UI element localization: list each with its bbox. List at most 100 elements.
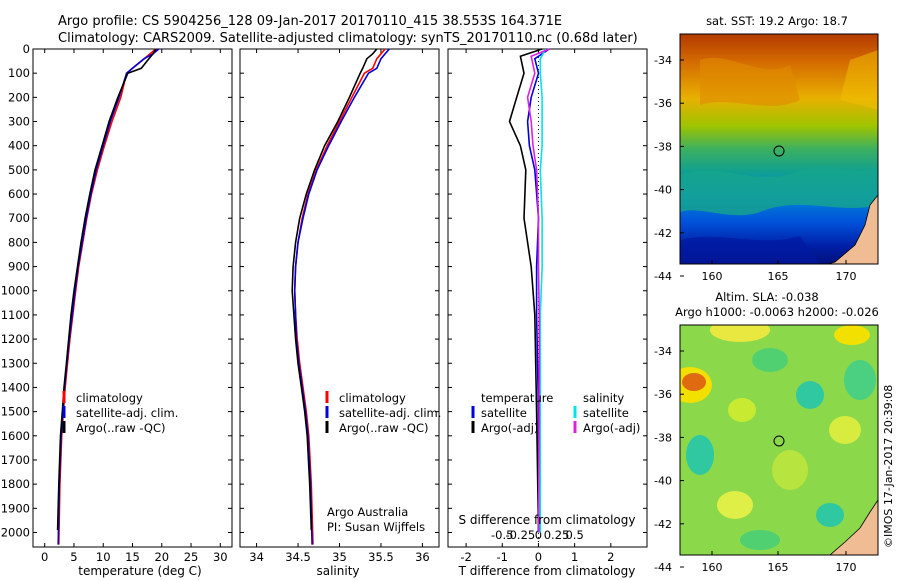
difference-panel: -2 -1 0 1 2 -0.5-0.25 0 0.250.5 [460,48,614,564]
depth-tick-label: 900 [8,260,30,274]
legend-label-t-satellite: satellite [481,406,527,420]
depth-tick-label: 1300 [1,356,30,370]
depth-tick-label: 500 [8,163,30,177]
map-y-tick-label: -44 [654,561,672,574]
map-y-tick-label: -34 [654,54,672,67]
x-tick-label: 35 [332,550,347,564]
argo-float-marker-sst [773,145,785,157]
legend-label-argo: Argo(..raw -QC) [339,421,429,435]
temperature-panel: 0 5 10 15 20 25 30 [41,48,228,564]
s-difference-axis-label: S difference from climatology [459,513,636,527]
x-tick-label: 15 [125,550,140,564]
depth-tick-label: 1600 [1,429,30,443]
legend-label-satellite: satellite-adj. clim. [76,406,178,420]
map-y-tick-label: -36 [654,388,672,401]
series-line-argo-raw-qc- [56,48,157,531]
x-tick-label: 1 [571,550,578,564]
legend-label-climatology: climatology [76,391,143,405]
legend-label-s-argo: Argo(-adj) [583,421,640,435]
map-y-tick-label: -40 [654,184,672,197]
sst-map-frame [679,33,879,265]
map-y-tick-label: -42 [654,518,672,531]
map-y-tick-label: -44 [654,270,672,283]
depth-axis: 0 100 200 300 400 500 600 700 800 900 1000 1100 1200… [1,42,647,539]
depth-tick-label: 1000 [1,284,30,298]
x2-tick-label: 0.25 [544,528,570,542]
depth-tick-label: 400 [8,139,30,153]
salinity-axis-label: salinity [316,564,359,578]
difference-panel-frame [447,48,648,548]
series-line-argo-raw-qc- [291,48,378,531]
temperature-axis-label: temperature (deg C) [78,564,201,578]
x-tick-label: 0 [41,550,48,564]
depth-tick-label: 1200 [1,332,30,346]
legend-header-temperature: temperature [481,391,553,405]
map-x-tick-label: 160 [702,561,723,574]
figure-title-line2: Climatology: CARS2009. Satellite-adjuste… [58,31,638,46]
x-tick-label: 5 [70,550,77,564]
x-tick-label: 35.5 [368,550,394,564]
depth-tick-label: 200 [8,90,30,104]
sla-map-title1: Altim. SLA: -0.038 [715,290,819,304]
x-tick-label: 25 [184,550,199,564]
map-x-tick-label: 170 [836,270,857,283]
x-tick-label: -1 [497,550,508,564]
x-tick-label: -2 [460,550,471,564]
t-difference-axis-label: T difference from climatology [458,564,636,578]
map-y-tick-label: -38 [654,140,672,153]
temperature-panel-frame [32,48,233,548]
sst-map-axes: 160 165 170 -34 -36 -38 -40 -42 -44 [654,54,856,283]
x-tick-label: 2 [607,550,614,564]
depth-tick-label: 1700 [1,453,30,467]
map-x-tick-label: 160 [702,270,723,283]
x-tick-label: 30 [213,550,228,564]
legend-label-s-satellite: satellite [583,406,629,420]
depth-tick-label: 0 [23,42,30,56]
x-tick-label: 34 [249,550,264,564]
sst-map-image [680,34,878,264]
map-y-tick-label: -40 [654,475,672,488]
series-line-satellite [526,48,550,533]
difference-legend: temperature salinity satellite Argo(-adj… [471,391,640,435]
series-line-argo-adj- [508,48,543,533]
x2-tick-label: -0.5 [491,528,513,542]
depth-tick-label: 1400 [1,380,30,394]
legend-label-t-argo: Argo(-adj) [481,421,538,435]
x2-tick-label: 0 [535,528,542,542]
x-tick-label: 0 [535,550,542,564]
temperature-legend: climatology satellite-adj. clim. Argo(..… [62,391,178,435]
map-y-tick-label: -38 [654,431,672,444]
legend-label-argo: Argo(..raw -QC) [76,421,166,435]
imos-timestamp: ©IMOS 17-Jan-2017 20:39:08 [882,385,895,548]
map-x-tick-label: 165 [768,561,789,574]
depth-tick-label: 1800 [1,477,30,491]
x2-tick-label: -0.25 [505,528,535,542]
depth-tick-label: 100 [8,66,30,80]
x2-tick-label: 0.5 [565,528,583,542]
depth-tick-label: 700 [8,211,30,225]
sst-map-title: sat. SST: 19.2 Argo: 18.7 [706,14,848,28]
salinity-panel: 34 34.5 35 35.5 36 [249,48,430,564]
salinity-legend: climatology satellite-adj. clim. Argo(..… [325,391,441,435]
series-line-argo-adj- [526,48,550,533]
legend-label-satellite: satellite-adj. clim. [339,406,441,420]
series-line-satellite [539,48,547,533]
map-y-tick-label: -42 [654,227,672,240]
sla-map-title2: Argo h1000: -0.0063 h2000: -0.026 [675,305,879,319]
depth-tick-label: 1100 [1,308,30,322]
depth-tick-label: 600 [8,187,30,201]
x-tick-label: 20 [154,550,169,564]
sla-map-frame [679,324,879,556]
depth-tick-label: 1900 [1,501,30,515]
x-tick-label: 36 [415,550,430,564]
sla-map-image [680,325,878,555]
legend-header-salinity: salinity [583,391,624,405]
figure-title-line1: Argo profile: CS 5904256_128 09-Jan-2017… [58,14,562,29]
depth-tick-label: 800 [8,235,30,249]
x-tick-label: 34.5 [285,550,311,564]
x-tick-label: 10 [96,550,111,564]
map-x-tick-label: 170 [836,561,857,574]
sla-map-axes: 160 165 170 -34 -36 -38 -40 -42 -44 [654,345,856,574]
pi-note: PI: Susan Wijffels [327,520,425,534]
